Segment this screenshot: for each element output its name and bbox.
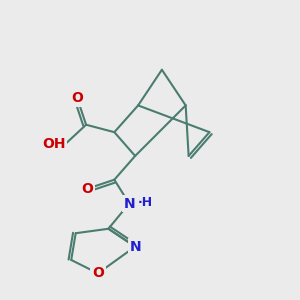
- Text: O: O: [82, 182, 94, 196]
- Text: N: N: [123, 196, 135, 211]
- Text: N: N: [129, 240, 141, 254]
- Text: O: O: [71, 91, 83, 105]
- Text: OH: OH: [42, 137, 65, 151]
- Text: ·H: ·H: [137, 196, 153, 209]
- Text: O: O: [92, 266, 104, 280]
